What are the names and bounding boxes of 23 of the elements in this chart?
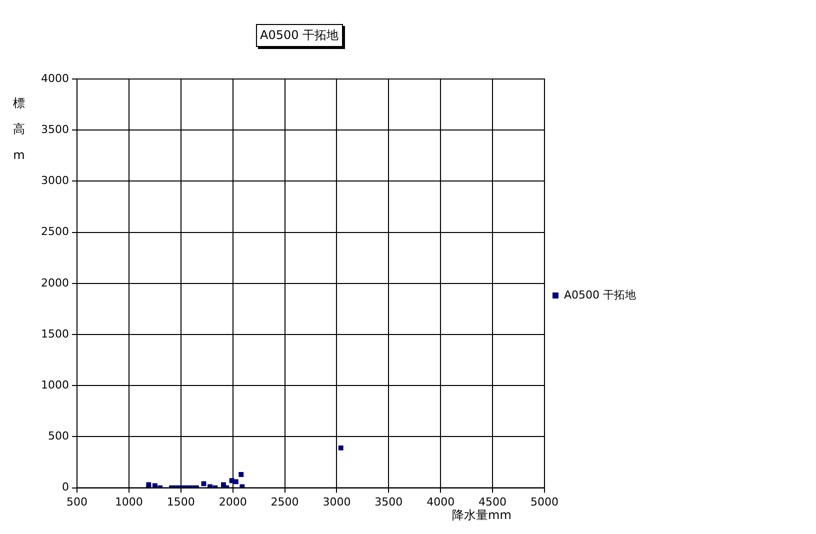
chart-title: A0500 干拓地 xyxy=(256,24,343,47)
x-tick-label: 2000 xyxy=(218,495,247,508)
x-tick-label: 1500 xyxy=(166,495,195,508)
x-tick-label: 1000 xyxy=(114,495,143,508)
y-tick-label: 500 xyxy=(48,430,69,443)
x-axis-title: 降水量mm xyxy=(452,507,512,524)
y-tick-label: 4000 xyxy=(40,72,69,85)
x-tick-label: 4500 xyxy=(478,495,507,508)
x-tick-label: 500 xyxy=(66,495,88,508)
y-tick-label: 3000 xyxy=(40,174,69,188)
x-tick-label: 5000 xyxy=(530,495,558,508)
x-tick-label: 3000 xyxy=(322,495,351,508)
y-axis-title: 標高m xyxy=(12,95,26,164)
y-tick-label: 0 xyxy=(62,480,69,494)
y-tick-label: 2000 xyxy=(40,276,69,290)
y-tick-label: 1500 xyxy=(40,327,69,340)
x-tick-label: 2500 xyxy=(270,495,299,508)
y-tick-label: 1000 xyxy=(40,378,69,392)
x-tick-label: 3500 xyxy=(374,495,403,508)
y-tick-label: 3500 xyxy=(40,122,69,136)
y-tick-label: 2500 xyxy=(40,225,69,238)
legend-label: A0500 干拓地 xyxy=(564,288,636,302)
x-tick-label: 4000 xyxy=(426,495,455,508)
